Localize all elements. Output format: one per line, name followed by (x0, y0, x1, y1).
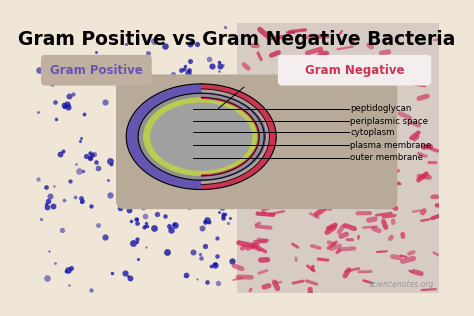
Text: Gram Negative: Gram Negative (305, 64, 404, 77)
Ellipse shape (150, 103, 252, 171)
Polygon shape (201, 84, 276, 190)
Text: Gram Positive: Gram Positive (50, 64, 143, 77)
Text: periplasmic space: periplasmic space (350, 117, 428, 126)
Text: Gram Positive vs Gram Negative Bacteria: Gram Positive vs Gram Negative Bacteria (18, 30, 456, 49)
Ellipse shape (138, 93, 264, 180)
Bar (237, 23, 439, 293)
Polygon shape (201, 92, 266, 181)
Ellipse shape (143, 98, 259, 176)
Polygon shape (201, 97, 260, 177)
Ellipse shape (143, 98, 259, 176)
FancyBboxPatch shape (278, 55, 431, 86)
FancyBboxPatch shape (116, 75, 397, 209)
Polygon shape (126, 84, 201, 190)
Ellipse shape (126, 84, 276, 190)
Text: outer membrane: outer membrane (350, 154, 423, 162)
Ellipse shape (150, 103, 252, 171)
Ellipse shape (150, 103, 252, 171)
Text: plasma membrane: plasma membrane (350, 141, 432, 150)
Ellipse shape (143, 98, 259, 176)
FancyBboxPatch shape (41, 55, 152, 86)
Text: peptidoglycan: peptidoglycan (350, 104, 412, 113)
Ellipse shape (150, 103, 252, 171)
Text: sciencenotes.org: sciencenotes.org (369, 280, 434, 289)
Text: cytoplasm: cytoplasm (350, 128, 395, 137)
Ellipse shape (138, 93, 264, 180)
